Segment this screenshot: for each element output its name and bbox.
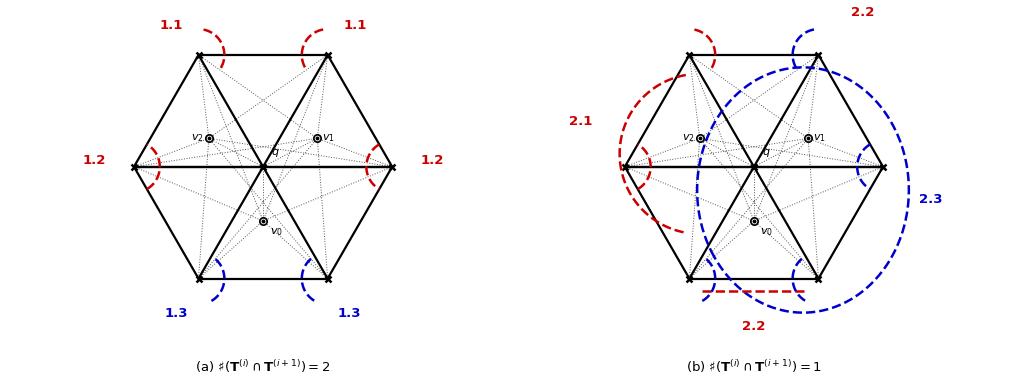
Text: $v_1$: $v_1$ xyxy=(814,132,826,144)
Text: $v_1$: $v_1$ xyxy=(322,132,336,144)
Text: (a) $\sharp(\mathbf{T}^{(i)} \cap \mathbf{T}^{(i+1)}) = 2$: (a) $\sharp(\mathbf{T}^{(i)} \cap \mathb… xyxy=(195,358,331,375)
Text: $v_2$: $v_2$ xyxy=(681,132,695,144)
Text: 1.1: 1.1 xyxy=(343,19,366,32)
Text: 2.1: 2.1 xyxy=(570,115,593,128)
Text: 2.3: 2.3 xyxy=(919,192,943,206)
Text: $q$: $q$ xyxy=(271,147,280,159)
Text: 2.2: 2.2 xyxy=(851,6,875,19)
Text: 1.2: 1.2 xyxy=(82,154,106,167)
Text: $q$: $q$ xyxy=(762,147,770,159)
Text: 1.1: 1.1 xyxy=(160,19,183,32)
Text: 1.3: 1.3 xyxy=(338,307,361,320)
Text: 1.3: 1.3 xyxy=(165,307,188,320)
Text: $v_0$: $v_0$ xyxy=(761,226,773,238)
Text: $v_2$: $v_2$ xyxy=(191,132,203,144)
Text: 2.2: 2.2 xyxy=(742,320,766,333)
Text: 1.2: 1.2 xyxy=(421,154,444,167)
Text: (b) $\sharp(\mathbf{T}^{(i)} \cap \mathbf{T}^{(i+1)}) = 1$: (b) $\sharp(\mathbf{T}^{(i)} \cap \mathb… xyxy=(685,358,822,375)
Text: $v_0$: $v_0$ xyxy=(270,226,283,238)
